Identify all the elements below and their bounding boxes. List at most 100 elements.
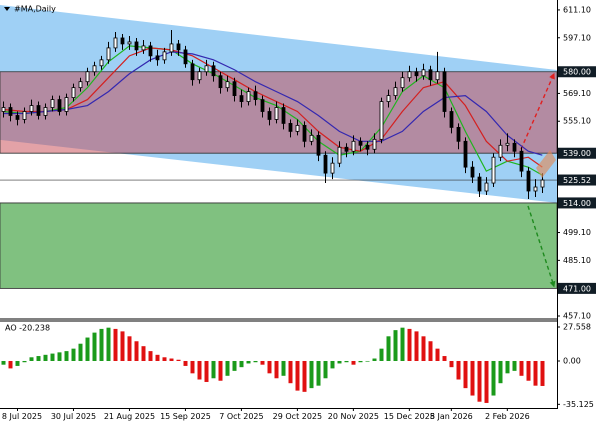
x-tick-label: 15 Sep 2025: [160, 412, 211, 421]
price-label-box: [558, 147, 596, 159]
y-tick-label: 499.10: [563, 228, 591, 237]
ao-bar: [281, 360, 286, 376]
candle-body: [267, 111, 272, 120]
candle-body: [295, 125, 300, 132]
y-tick-label: 611.10: [563, 5, 591, 14]
candle-body: [421, 69, 426, 77]
price-label-box: [558, 282, 596, 294]
price-label: 580.00: [563, 68, 591, 77]
candle-body: [309, 134, 314, 142]
candle-body: [281, 107, 286, 124]
candle-body: [316, 134, 321, 156]
ao-bar: [1, 360, 6, 365]
ao-bar: [295, 360, 300, 391]
candle-body: [190, 63, 195, 81]
ao-bar: [344, 360, 349, 363]
candle-body: [365, 144, 370, 150]
ao-bar: [141, 346, 146, 361]
candle-body: [463, 140, 468, 168]
candle-body: [323, 154, 328, 174]
marks: [1, 30, 556, 288]
candle-body: [414, 71, 419, 77]
y-tick-label: 485.10: [563, 256, 591, 265]
axes: 611.10 597.10 569.10 555.10 499.10 485.10 457.…: [2, 5, 596, 421]
candle-body: [15, 115, 20, 120]
ao-bar: [491, 360, 496, 396]
candle-body: [176, 43, 181, 51]
ao-bar: [36, 356, 41, 361]
ao-pane: [1, 327, 545, 403]
candle-body: [477, 176, 482, 192]
price-label-box: [558, 197, 596, 209]
ao-bar: [169, 358, 174, 361]
ao-bar: [274, 360, 279, 379]
candle-body: [141, 45, 146, 51]
candle-body: [148, 45, 153, 57]
ao-bar: [421, 336, 426, 361]
ao-bar: [365, 360, 370, 362]
candle-body: [512, 142, 517, 152]
candle-body: [491, 156, 496, 184]
ma-line: [3, 51, 543, 156]
ao-bar: [484, 360, 489, 403]
candle-body: [526, 170, 531, 192]
y-tick-label: 597.10: [563, 33, 591, 42]
ao-bar: [407, 328, 412, 361]
candle-body: [78, 81, 83, 89]
candle-body: [225, 81, 230, 89]
x-tick-label: 8 Jan 2026: [430, 412, 473, 421]
ao-bar: [64, 351, 69, 361]
ao-bar: [85, 337, 90, 361]
ao-bar: [316, 360, 321, 386]
ao-bar: [477, 360, 482, 402]
zone: [0, 202, 558, 289]
candle-body: [344, 146, 349, 152]
price-label-box: [558, 66, 596, 78]
candle-body: [533, 186, 538, 192]
candle-body: [288, 123, 293, 132]
y-tick-label: 555.10: [563, 117, 591, 126]
candle-body: [106, 47, 111, 61]
forecast-arrow: [527, 205, 556, 288]
indicator-title: AO -20.238: [5, 324, 50, 333]
candle-body: [43, 107, 48, 116]
x-tick-label: 7 Oct 2025: [219, 412, 263, 421]
y-tick-label: 457.10: [563, 312, 591, 321]
candle-body: [351, 140, 356, 152]
candle-body: [36, 105, 41, 116]
ao-bar: [246, 360, 251, 364]
y-tick-label: -35.125: [563, 400, 594, 409]
candle-body: [120, 37, 125, 45]
ao-bar: [323, 360, 328, 379]
candle-body: [358, 140, 363, 146]
ao-bar: [498, 360, 503, 384]
candle-body: [456, 126, 461, 142]
ao-bar: [519, 360, 524, 376]
ao-bar: [155, 354, 160, 361]
ao-bar: [22, 360, 27, 363]
y-tick-label: 569.10: [563, 89, 591, 98]
candle-body: [169, 43, 174, 53]
zone: [0, 71, 558, 154]
price-label: 525.52: [563, 176, 591, 185]
ao-bar: [512, 360, 517, 371]
candle-body: [449, 111, 454, 128]
candle-body: [183, 49, 188, 65]
candle-body: [197, 71, 202, 81]
ao-bar: [449, 360, 454, 368]
ao-bar: [470, 360, 475, 396]
y-tick-label: 0.00: [563, 356, 581, 365]
ao-bar: [8, 360, 13, 369]
ao-bar: [211, 360, 216, 379]
candle-body: [330, 162, 335, 174]
candle-body: [274, 107, 279, 120]
ao-bar: [358, 360, 363, 363]
candle-body: [505, 142, 510, 146]
ao-bar: [183, 360, 188, 366]
ao-bar: [260, 360, 265, 365]
candle-body: [393, 87, 398, 96]
candle-body: [498, 144, 503, 158]
ao-bar: [99, 328, 104, 361]
ao-bar: [267, 360, 272, 374]
